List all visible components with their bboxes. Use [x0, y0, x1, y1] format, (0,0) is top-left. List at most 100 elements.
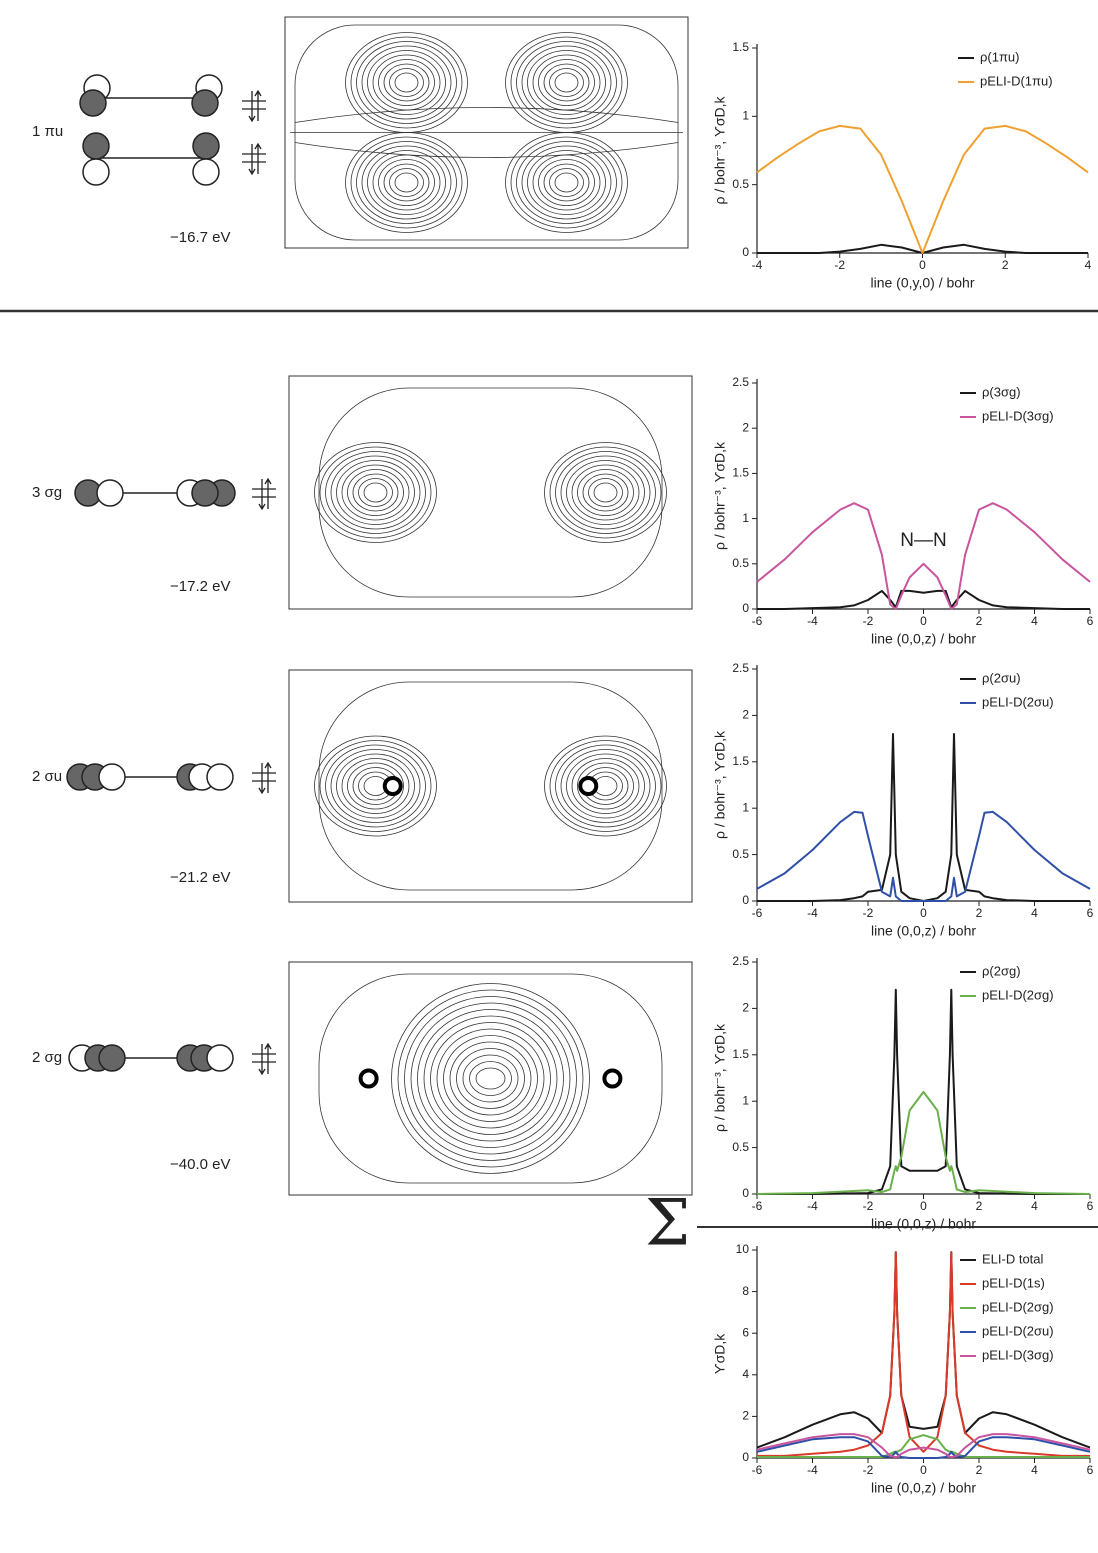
contour [356, 141, 457, 224]
legend-label: ρ(2σg) [982, 963, 1021, 978]
x-tick-label: 0 [920, 1199, 927, 1213]
contour [319, 446, 432, 539]
contour [462, 1054, 519, 1103]
contour [577, 469, 634, 516]
x-tick-label: 2 [976, 614, 983, 628]
x-tick-label: -6 [752, 614, 763, 628]
legend-label: pELI-D(3σg) [982, 1347, 1054, 1362]
contour [582, 473, 629, 512]
y-tick-label: 1.5 [732, 754, 749, 768]
x-tick-label: 6 [1087, 614, 1094, 628]
contour [319, 740, 432, 832]
contour [350, 136, 463, 229]
nucleus [358, 1068, 379, 1089]
contour [358, 478, 393, 507]
contour [566, 753, 645, 819]
legend-label: pELI-D(2σg) [982, 987, 1054, 1002]
y-tick-label: 6 [742, 1325, 749, 1339]
contour [430, 1022, 551, 1135]
legend-label: ρ(2σu) [982, 670, 1021, 685]
contour [325, 451, 426, 534]
legend-label: ρ(1πu) [980, 49, 1019, 64]
x-tick-label: -4 [807, 614, 818, 628]
contour [356, 41, 457, 124]
contour [325, 744, 426, 828]
x-tick-label: 0 [920, 1463, 927, 1477]
x-axis-label: line (0,0,z) / bohr [871, 923, 976, 939]
nucleus [602, 1068, 623, 1089]
x-axis-label: line (0,0,z) / bohr [871, 1480, 976, 1496]
y-axis-label: ρ / bohr⁻³, ϒσD,k [712, 441, 728, 550]
spin-pair [252, 1042, 276, 1076]
orbital-diagram [74, 479, 236, 507]
contour [330, 749, 421, 823]
contour [404, 996, 577, 1161]
contour [417, 1009, 564, 1148]
contour [423, 1015, 558, 1142]
x-tick-label: -2 [863, 614, 874, 628]
x-axis-label: line (0,0,z) / bohr [871, 631, 976, 647]
y-tick-label: 2.5 [732, 661, 749, 675]
contour [521, 145, 612, 220]
orbital-label: 2 σg [32, 1049, 62, 1066]
x-tick-label: 0 [920, 906, 927, 920]
orbital-label: 2 σu [32, 768, 62, 785]
legend-label: ELI-D total [982, 1251, 1044, 1266]
x-tick-label: 4 [1085, 258, 1092, 272]
contour [566, 460, 645, 525]
spin-pair [252, 477, 276, 511]
x-tick-label: 6 [1087, 1463, 1094, 1477]
y-tick-label: 1 [742, 800, 749, 814]
orbital-energy: −21.2 eV [170, 869, 230, 886]
contour [341, 464, 410, 521]
annotation: N—N [900, 530, 946, 551]
y-tick-label: 1.5 [732, 1047, 749, 1061]
x-tick-label: -6 [752, 1199, 763, 1213]
contour-plots [284, 16, 693, 1196]
x-tick-label: -2 [863, 906, 874, 920]
y-tick-label: 0 [742, 1186, 749, 1200]
contour [549, 168, 584, 197]
contour [516, 41, 617, 124]
contour [397, 989, 584, 1168]
contour [527, 150, 606, 215]
contour [389, 68, 424, 97]
y-tick-label: 1 [742, 109, 749, 123]
series-line [757, 988, 1090, 1195]
nucleus [382, 776, 403, 796]
y-tick-label: 2.5 [732, 954, 749, 968]
contour [538, 59, 595, 106]
series-line [756, 1433, 1091, 1458]
y-tick-label: 1.5 [732, 40, 749, 54]
x-tick-label: 4 [1031, 1463, 1038, 1477]
x-axis-label: line (0,y,0) / bohr [870, 275, 974, 291]
x-tick-label: -2 [863, 1463, 874, 1477]
contour [336, 753, 415, 819]
contour [363, 482, 388, 503]
contour-frame [288, 669, 693, 903]
x-tick-label: 2 [976, 1199, 983, 1213]
contour [510, 36, 623, 129]
contour [577, 762, 634, 810]
contour [436, 1028, 545, 1129]
series-line [756, 1251, 1091, 1449]
series-line [757, 1434, 1090, 1458]
contour [347, 762, 404, 810]
contour [560, 455, 651, 530]
contour [391, 983, 590, 1174]
x-tick-label: 0 [919, 258, 926, 272]
contour [290, 107, 683, 158]
contour [336, 460, 415, 525]
y-tick-label: 2 [742, 1001, 749, 1015]
x-tick-label: -6 [752, 1463, 763, 1477]
contour [394, 172, 419, 193]
contour [549, 68, 584, 97]
contour [538, 159, 595, 206]
series-line [757, 733, 1090, 902]
x-tick-label: 2 [1002, 258, 1009, 272]
x-tick-label: -2 [863, 1199, 874, 1213]
y-tick-label: 1 [742, 1093, 749, 1107]
legend-label: pELI-D(1πu) [980, 73, 1053, 88]
x-tick-label: -4 [752, 258, 763, 272]
